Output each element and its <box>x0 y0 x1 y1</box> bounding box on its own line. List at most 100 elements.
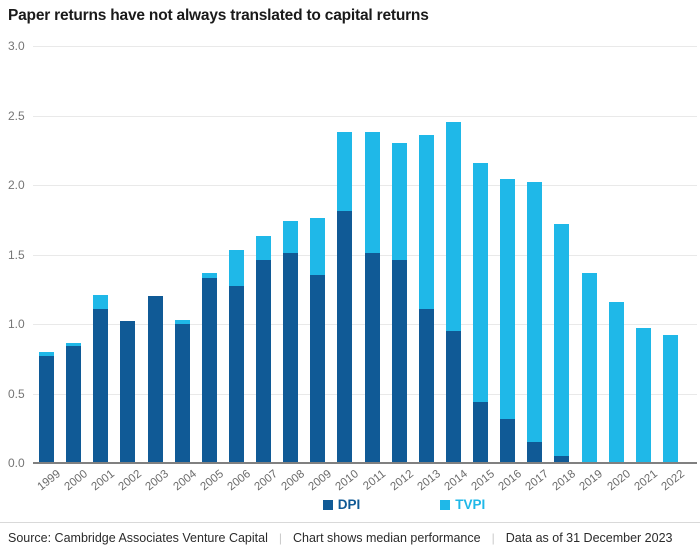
x-tick-label-2014: 2014 <box>442 468 470 494</box>
y-tick-label-2.5: 2.5 <box>8 108 25 123</box>
legend-label-tvpi: TVPI <box>455 497 486 512</box>
dpi-segment-2016 <box>500 418 516 463</box>
dpi-segment-2017 <box>527 442 543 463</box>
bar-group-2015: 2015 <box>469 46 497 493</box>
dpi-segment-2007 <box>256 260 272 463</box>
x-tick-label-2022: 2022 <box>659 468 687 494</box>
bar-group-2006: 2006 <box>225 46 253 493</box>
x-tick-label-2010: 2010 <box>333 468 362 494</box>
bar-group-2018: 2018 <box>551 46 578 493</box>
dpi-segment-2008 <box>283 253 299 463</box>
x-tick-label-2005: 2005 <box>198 468 226 494</box>
dpi-segment-2014 <box>445 330 461 463</box>
dpi-segment-2000 <box>66 346 82 463</box>
tvpi-segment-2011 <box>364 132 380 254</box>
dpi-segment-2006 <box>228 286 244 463</box>
footer: Source: Cambridge Associates Venture Cap… <box>0 522 700 553</box>
tvpi-segment-2017 <box>527 182 543 443</box>
x-tick-label-2015: 2015 <box>469 468 497 494</box>
x-tick-label-2019: 2019 <box>577 468 606 494</box>
bar-group-2021: 2021 <box>632 46 660 493</box>
tvpi-segment-2015 <box>473 162 489 402</box>
tvpi-segment-2007 <box>256 236 272 261</box>
dpi-segment-2002 <box>120 321 136 463</box>
tvpi-segment-2001 <box>93 294 109 309</box>
x-tick-label-2002: 2002 <box>116 468 145 494</box>
bar-group-2005: 2005 <box>198 46 226 493</box>
dpi-segment-2018 <box>554 456 570 463</box>
x-tick-label-2011: 2011 <box>361 468 389 493</box>
bar-group-2016: 2016 <box>497 46 524 493</box>
dpi-segment-2015 <box>473 401 489 463</box>
y-tick-label-3.0: 3.0 <box>8 39 25 53</box>
x-tick-label-2012: 2012 <box>388 468 416 494</box>
bar-group-2013: 2013 <box>415 46 443 493</box>
dpi-segment-2001 <box>93 308 109 463</box>
tvpi-swatch-icon <box>440 499 451 510</box>
bar-group-2001: 2001 <box>90 46 117 493</box>
x-tick-label-2009: 2009 <box>306 468 335 494</box>
y-tick-label-0.0: 0.0 <box>8 456 25 470</box>
tvpi-segment-2010 <box>337 132 353 212</box>
tvpi-segment-2006 <box>228 250 244 287</box>
tvpi-segment-2018 <box>554 223 570 457</box>
tvpi-segment-2004 <box>174 319 190 324</box>
bar-group-2000: 2000 <box>63 46 90 493</box>
tvpi-segment-2013 <box>418 134 434 309</box>
legend-item-tvpi: TVPI <box>440 497 485 512</box>
bar-group-2012: 2012 <box>388 46 416 493</box>
dpi-segment-2010 <box>337 211 353 463</box>
bar-group-2002: 2002 <box>117 46 144 493</box>
footer-separator: | <box>278 531 282 545</box>
x-tick-label-2020: 2020 <box>605 468 633 494</box>
x-tick-label-2016: 2016 <box>496 468 525 494</box>
bar-group-2011: 2011 <box>362 46 388 493</box>
bar-group-2019: 2019 <box>578 46 605 493</box>
y-tick-label-2.0: 2.0 <box>8 178 25 192</box>
bar-group-2008: 2008 <box>280 46 307 493</box>
dpi-segment-1999 <box>39 355 55 463</box>
x-tick-label-2004: 2004 <box>171 468 199 494</box>
footer-asof: Data as of 31 December 2023 <box>505 531 673 545</box>
chart-title: Paper returns have not always translated… <box>8 7 429 24</box>
dpi-segment-2011 <box>364 253 380 463</box>
bars-container: 1999 2000 2001 2002 2003 2004 2005 2006 2007 2008… <box>33 46 687 493</box>
tvpi-segment-2009 <box>310 218 326 276</box>
x-tick-label-2006: 2006 <box>225 468 253 494</box>
footer-source: Source: Cambridge Associates Venture Cap… <box>8 531 268 545</box>
tvpi-segment-2022 <box>662 335 678 463</box>
dpi-segment-2012 <box>391 260 407 463</box>
x-tick-label-1999: 1999 <box>35 468 63 494</box>
gridline-3.0 <box>33 46 697 47</box>
x-tick-label-2003: 2003 <box>143 468 172 494</box>
dpi-segment-2009 <box>310 275 326 463</box>
dpi-segment-2013 <box>418 308 434 463</box>
x-tick-label-2008: 2008 <box>279 468 308 494</box>
legend: DPI TVPI <box>0 497 700 512</box>
bar-group-2007: 2007 <box>252 46 280 493</box>
bar-group-1999: 1999 <box>35 46 63 493</box>
bar-group-2010: 2010 <box>334 46 361 493</box>
bar-group-2004: 2004 <box>171 46 199 493</box>
x-tick-label-2018: 2018 <box>550 468 579 494</box>
x-tick-label-2001: 2001 <box>89 468 118 494</box>
tvpi-segment-2008 <box>283 221 299 254</box>
y-tick-label-1.5: 1.5 <box>8 247 25 262</box>
dpi-segment-2004 <box>174 324 190 463</box>
bar-group-2009: 2009 <box>307 46 334 493</box>
footer-note: Chart shows median performance <box>293 531 481 545</box>
bar-group-2003: 2003 <box>144 46 171 493</box>
x-tick-label-2017: 2017 <box>523 468 552 494</box>
bar-group-2022: 2022 <box>659 46 687 493</box>
tvpi-segment-2005 <box>201 272 217 279</box>
bar-group-2014: 2014 <box>442 46 470 493</box>
x-axis-line <box>33 462 697 464</box>
legend-item-dpi: DPI <box>322 497 360 512</box>
tvpi-segment-2014 <box>445 122 461 331</box>
dpi-segment-2005 <box>201 278 217 463</box>
tvpi-segment-2012 <box>391 143 407 261</box>
tvpi-segment-2016 <box>500 179 516 419</box>
tvpi-segment-2000 <box>66 343 82 347</box>
